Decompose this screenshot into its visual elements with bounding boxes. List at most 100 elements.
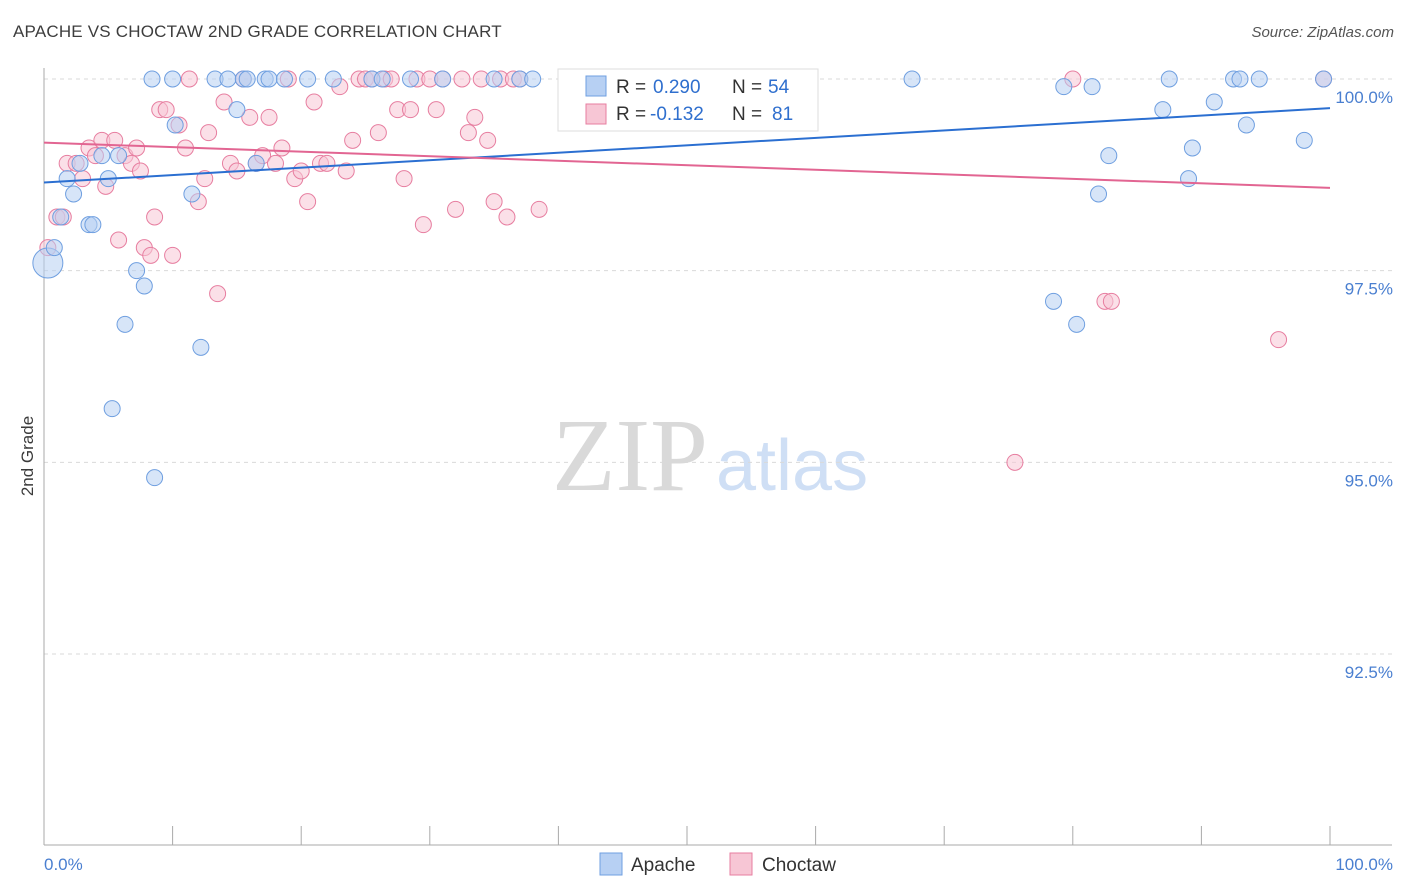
y-tick-label-2: 95.0% xyxy=(1345,471,1393,490)
apache-point-31 xyxy=(324,70,342,88)
choctaw-trend-line xyxy=(43,141,1331,189)
apache-trend-line xyxy=(43,107,1331,184)
choctaw-point-59 xyxy=(414,216,432,234)
apache-point-55 xyxy=(1295,131,1313,149)
apache-legend-swatch xyxy=(585,75,607,97)
apache-point-10 xyxy=(103,400,121,418)
apache-point-13 xyxy=(128,262,146,280)
apache-point-42 xyxy=(1068,315,1086,333)
apache-point-39 xyxy=(903,70,921,88)
apache-point-4 xyxy=(65,185,83,203)
bottom-legend-apache-swatch xyxy=(599,852,623,876)
choctaw-point-27 xyxy=(200,124,218,142)
apache-point-11 xyxy=(110,147,128,165)
choctaw-point-26 xyxy=(196,170,214,188)
apache-point-53 xyxy=(1237,116,1255,134)
apache-point-22 xyxy=(219,70,237,88)
choctaw-point-68 xyxy=(479,131,497,149)
apache-n-value: 54 xyxy=(768,77,790,98)
apache-point-16 xyxy=(146,469,164,487)
apache-point-15 xyxy=(143,70,161,88)
apache-point-48 xyxy=(1180,170,1198,188)
choctaw-point-20 xyxy=(157,101,175,119)
bottom-legend-choctaw-swatch xyxy=(729,852,753,876)
apache-point-20 xyxy=(192,338,210,356)
choctaw-point-29 xyxy=(215,93,233,111)
apache-point-2 xyxy=(52,208,70,226)
source-label: Source: ZipAtlas.com xyxy=(1251,24,1394,41)
apache-point-54 xyxy=(1250,70,1268,88)
apache-point-49 xyxy=(1183,139,1201,157)
apache-points xyxy=(32,70,1333,487)
apache-point-14 xyxy=(135,277,153,295)
choctaw-point-18 xyxy=(146,208,164,226)
choctaw-r-value: -0.132 xyxy=(650,104,704,125)
apache-n-label: N = xyxy=(732,77,762,98)
y-tick-label-3: 92.5% xyxy=(1345,663,1393,682)
apache-point-19 xyxy=(183,185,201,203)
choctaw-point-79 xyxy=(1270,331,1288,349)
choctaw-point-71 xyxy=(498,208,516,226)
choctaw-point-56 xyxy=(395,170,413,188)
apache-point-7 xyxy=(93,147,111,165)
choctaw-point-24 xyxy=(180,70,198,88)
choctaw-legend-swatch xyxy=(585,103,607,125)
apache-point-44 xyxy=(1090,185,1108,203)
x-tick-label-1: 100.0% xyxy=(1335,855,1393,874)
apache-point-56 xyxy=(1315,70,1333,88)
apache-point-43 xyxy=(1083,78,1101,96)
apache-point-17 xyxy=(164,70,182,88)
apache-r-label: R = xyxy=(616,77,646,98)
apache-point-36 xyxy=(485,70,503,88)
watermark-zip: ZIP xyxy=(552,398,708,513)
choctaw-point-78 xyxy=(1102,292,1120,310)
choctaw-point-47 xyxy=(337,162,355,180)
apache-point-28 xyxy=(260,70,278,88)
choctaw-point-65 xyxy=(459,124,477,142)
choctaw-point-52 xyxy=(369,124,387,142)
choctaw-r-label: R = xyxy=(616,104,646,125)
apache-point-47 xyxy=(1160,70,1178,88)
choctaw-point-37 xyxy=(266,154,284,172)
y-tick-label-1: 97.5% xyxy=(1345,280,1393,299)
choctaw-point-63 xyxy=(447,200,465,218)
choctaw-point-69 xyxy=(485,193,503,211)
choctaw-point-42 xyxy=(299,193,317,211)
apache-point-18 xyxy=(166,116,184,134)
x-axis-tick-labels: 0.0% 100.0% xyxy=(44,855,1393,874)
apache-point-3 xyxy=(58,170,76,188)
apache-point-29 xyxy=(275,70,293,88)
apache-point-50 xyxy=(1205,93,1223,111)
choctaw-point-45 xyxy=(318,154,336,172)
bottom-legend-apache-label: Apache xyxy=(631,855,695,876)
choctaw-point-41 xyxy=(292,162,310,180)
choctaw-point-66 xyxy=(466,108,484,126)
choctaw-point-75 xyxy=(1006,453,1024,471)
apache-point-45 xyxy=(1100,147,1118,165)
x-axis-ticks xyxy=(43,826,1331,845)
apache-point-8 xyxy=(84,216,102,234)
apache-point-5 xyxy=(71,154,89,172)
choctaw-point-38 xyxy=(273,139,291,157)
apache-point-33 xyxy=(373,70,391,88)
trend-lines xyxy=(43,107,1331,189)
choctaw-point-5 xyxy=(74,170,92,188)
y-axis-label: 2nd Grade xyxy=(18,416,37,496)
y-tick-label-0: 100.0% xyxy=(1335,88,1393,107)
choctaw-point-48 xyxy=(344,131,362,149)
apache-point-34 xyxy=(402,70,420,88)
x-tick-label-0: 0.0% xyxy=(44,855,83,874)
choctaw-point-21 xyxy=(164,246,182,264)
bottom-legend: Apache Choctaw xyxy=(599,852,836,876)
choctaw-point-57 xyxy=(402,101,420,119)
choctaw-point-17 xyxy=(142,246,160,264)
choctaw-point-14 xyxy=(128,139,146,157)
choctaw-point-74 xyxy=(530,200,548,218)
apache-point-23 xyxy=(228,101,246,119)
apache-point-38 xyxy=(524,70,542,88)
apache-point-1 xyxy=(45,239,63,257)
stats-legend: R = 0.290 N = 54 R = -0.132 N = 81 xyxy=(557,68,819,132)
choctaw-point-33 xyxy=(241,108,259,126)
gridlines xyxy=(44,78,1392,655)
